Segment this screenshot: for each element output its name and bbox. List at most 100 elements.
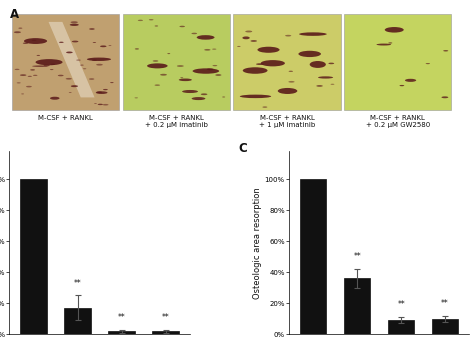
- FancyBboxPatch shape: [344, 14, 451, 110]
- Circle shape: [250, 40, 257, 42]
- Circle shape: [135, 48, 139, 49]
- Circle shape: [98, 104, 103, 105]
- Polygon shape: [48, 22, 94, 98]
- Circle shape: [215, 74, 221, 76]
- Bar: [153, 331, 179, 334]
- Ellipse shape: [278, 88, 297, 94]
- Circle shape: [17, 82, 21, 84]
- Ellipse shape: [256, 63, 264, 65]
- Circle shape: [76, 59, 81, 61]
- Circle shape: [103, 89, 108, 90]
- Bar: [109, 331, 135, 334]
- Text: **: **: [441, 299, 449, 308]
- Circle shape: [328, 63, 334, 64]
- Circle shape: [71, 21, 78, 23]
- Text: M-CSF + RANKL
+ 1 μM imatinib: M-CSF + RANKL + 1 μM imatinib: [259, 115, 315, 128]
- Text: **: **: [74, 279, 82, 288]
- Circle shape: [426, 63, 430, 64]
- Circle shape: [33, 75, 37, 76]
- Circle shape: [109, 45, 111, 46]
- Circle shape: [27, 76, 32, 77]
- Circle shape: [21, 93, 24, 94]
- Circle shape: [167, 53, 170, 54]
- Circle shape: [180, 77, 183, 78]
- Circle shape: [26, 86, 32, 87]
- Bar: [64, 308, 91, 334]
- Ellipse shape: [179, 78, 192, 81]
- Circle shape: [237, 46, 241, 47]
- Circle shape: [153, 60, 158, 62]
- Circle shape: [110, 82, 114, 83]
- Y-axis label: Osteologic area resorption: Osteologic area resorption: [253, 187, 262, 299]
- Ellipse shape: [240, 95, 271, 98]
- Circle shape: [288, 81, 294, 83]
- Circle shape: [180, 26, 185, 27]
- Circle shape: [263, 106, 267, 108]
- Ellipse shape: [318, 76, 333, 78]
- Bar: [388, 320, 414, 334]
- Circle shape: [44, 65, 50, 66]
- Circle shape: [201, 93, 208, 95]
- Circle shape: [20, 74, 27, 76]
- Circle shape: [59, 42, 64, 43]
- Text: **: **: [162, 313, 170, 322]
- Ellipse shape: [87, 58, 111, 61]
- Ellipse shape: [261, 60, 285, 66]
- Ellipse shape: [197, 35, 215, 40]
- Circle shape: [93, 42, 96, 43]
- Circle shape: [289, 71, 293, 72]
- Circle shape: [138, 20, 143, 21]
- Circle shape: [50, 69, 54, 70]
- Circle shape: [14, 31, 21, 33]
- Text: M-CSF + RANKL
+ 0.2 μM GW2580: M-CSF + RANKL + 0.2 μM GW2580: [365, 115, 430, 128]
- Circle shape: [18, 28, 22, 29]
- Ellipse shape: [192, 68, 219, 74]
- Ellipse shape: [182, 90, 198, 93]
- Circle shape: [51, 64, 55, 65]
- Ellipse shape: [299, 51, 321, 57]
- Circle shape: [207, 69, 214, 70]
- Ellipse shape: [24, 38, 47, 44]
- Circle shape: [94, 103, 97, 104]
- Circle shape: [149, 19, 154, 20]
- Circle shape: [285, 35, 291, 36]
- Ellipse shape: [405, 79, 416, 82]
- Ellipse shape: [242, 36, 250, 39]
- Circle shape: [66, 78, 72, 79]
- Bar: [300, 179, 326, 334]
- Circle shape: [155, 26, 158, 27]
- Circle shape: [177, 65, 184, 67]
- Circle shape: [96, 64, 103, 65]
- Text: A: A: [10, 8, 19, 21]
- Bar: [344, 278, 370, 334]
- Ellipse shape: [257, 47, 280, 53]
- Ellipse shape: [32, 65, 48, 67]
- Ellipse shape: [299, 32, 327, 36]
- Circle shape: [316, 85, 323, 87]
- Circle shape: [155, 85, 160, 86]
- Bar: [20, 179, 47, 334]
- Circle shape: [212, 65, 217, 66]
- Circle shape: [15, 69, 19, 70]
- Circle shape: [58, 75, 64, 76]
- Ellipse shape: [96, 91, 108, 94]
- Circle shape: [89, 78, 94, 80]
- Circle shape: [89, 28, 95, 30]
- Ellipse shape: [310, 61, 326, 68]
- Ellipse shape: [385, 27, 404, 33]
- Circle shape: [103, 104, 109, 105]
- Circle shape: [443, 50, 448, 51]
- Text: **: **: [118, 313, 126, 322]
- FancyBboxPatch shape: [123, 14, 230, 110]
- Text: M-CSF + RANKL
+ 0.2 μM imatinib: M-CSF + RANKL + 0.2 μM imatinib: [145, 115, 208, 128]
- Text: **: **: [353, 252, 361, 261]
- Circle shape: [80, 64, 84, 65]
- Circle shape: [330, 84, 334, 85]
- Circle shape: [71, 85, 78, 87]
- FancyBboxPatch shape: [233, 14, 340, 110]
- Text: C: C: [238, 142, 247, 155]
- Circle shape: [212, 48, 216, 50]
- Ellipse shape: [147, 63, 168, 69]
- Ellipse shape: [376, 44, 391, 45]
- Circle shape: [83, 68, 86, 69]
